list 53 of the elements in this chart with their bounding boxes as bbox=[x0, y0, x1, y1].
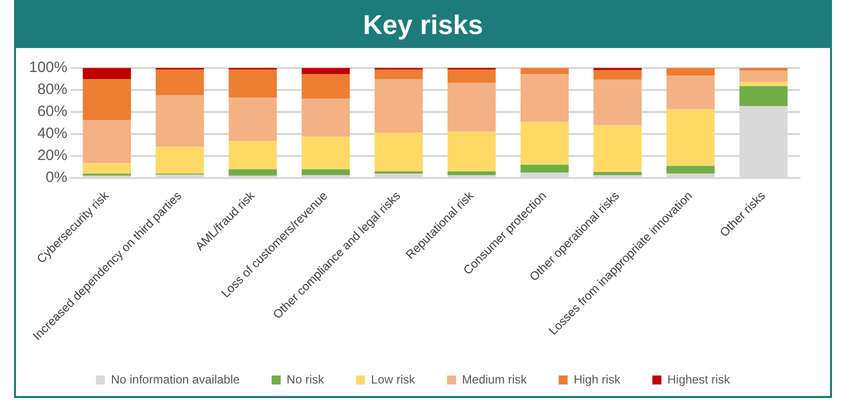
y-tick-label: 80% bbox=[37, 81, 68, 98]
bar bbox=[82, 163, 131, 174]
bar bbox=[594, 172, 642, 176]
bar bbox=[666, 68, 715, 76]
bar bbox=[520, 122, 569, 165]
bar bbox=[156, 94, 204, 147]
bar bbox=[739, 86, 788, 106]
bar bbox=[520, 68, 569, 74]
bar bbox=[448, 82, 496, 132]
bar bbox=[156, 70, 204, 95]
bar bbox=[448, 70, 496, 83]
legend-label: High risk bbox=[574, 372, 622, 386]
bar bbox=[374, 171, 423, 174]
legend-label: Highest risk bbox=[667, 372, 732, 386]
y-tick-label: 40% bbox=[37, 125, 68, 142]
bar bbox=[448, 171, 496, 176]
bar bbox=[156, 146, 204, 174]
legend-label: Medium risk bbox=[462, 372, 528, 386]
bar bbox=[594, 70, 642, 80]
bar bbox=[594, 80, 642, 126]
bar bbox=[82, 79, 131, 120]
bar bbox=[520, 74, 569, 122]
bar bbox=[666, 76, 715, 110]
bar bbox=[82, 68, 131, 79]
bar bbox=[739, 70, 788, 82]
bar bbox=[228, 169, 277, 176]
bar bbox=[666, 109, 715, 166]
bar bbox=[228, 98, 277, 142]
bar bbox=[228, 70, 277, 98]
bar bbox=[374, 132, 423, 172]
legend-label: No information available bbox=[110, 372, 240, 386]
bar bbox=[594, 125, 642, 172]
bar bbox=[302, 68, 350, 74]
bar bbox=[666, 166, 715, 174]
bar bbox=[739, 68, 788, 71]
bar bbox=[739, 82, 788, 86]
bar bbox=[302, 136, 350, 170]
bar bbox=[448, 132, 496, 172]
y-tick-label: 60% bbox=[37, 103, 68, 120]
bar bbox=[374, 79, 423, 133]
bar bbox=[302, 74, 350, 99]
legend-label: No risk bbox=[286, 372, 326, 386]
bar bbox=[302, 169, 350, 176]
legend-label: Low risk bbox=[371, 372, 416, 386]
bar bbox=[302, 98, 350, 137]
y-tick-label: 0% bbox=[46, 169, 68, 186]
bar bbox=[228, 141, 277, 170]
chart-title: Key risks bbox=[16, 0, 830, 48]
bar bbox=[374, 70, 423, 79]
bar bbox=[520, 164, 569, 172]
y-tick-label: 20% bbox=[37, 147, 68, 164]
y-tick-label: 100% bbox=[28, 59, 68, 76]
bar bbox=[82, 120, 131, 164]
